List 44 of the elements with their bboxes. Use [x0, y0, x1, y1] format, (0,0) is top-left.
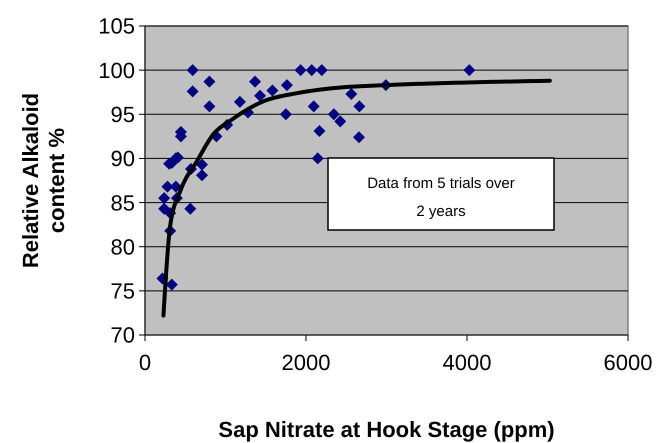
point — [280, 79, 293, 92]
x-tick-label: 0 — [138, 350, 152, 375]
point — [161, 180, 174, 193]
y-tick-label: 105 — [98, 14, 135, 39]
point — [334, 115, 346, 128]
point — [186, 64, 199, 76]
point — [196, 158, 208, 171]
point — [234, 96, 246, 108]
point — [353, 100, 366, 112]
y-tick-label: 95 — [110, 102, 135, 127]
x-tick-label: 6000 — [604, 350, 652, 375]
point — [203, 100, 216, 112]
point — [166, 278, 178, 291]
point — [158, 192, 170, 204]
y-tick-label: 90 — [110, 146, 135, 172]
point — [186, 85, 199, 98]
point — [308, 100, 320, 112]
y-tick-label: 85 — [110, 190, 135, 216]
point — [158, 202, 170, 215]
point — [463, 64, 476, 76]
y-tick-label: 75 — [110, 278, 135, 304]
point — [203, 76, 216, 88]
point — [345, 88, 358, 100]
point — [316, 64, 328, 76]
point — [313, 125, 326, 138]
point — [294, 64, 307, 76]
point — [352, 131, 365, 144]
y-tick-label: 70 — [110, 322, 135, 348]
point — [312, 152, 324, 164]
y-tick-label: 100 — [98, 58, 135, 83]
point — [306, 64, 318, 76]
point — [196, 169, 208, 182]
point — [280, 108, 292, 120]
point — [184, 202, 196, 215]
annotation: Data from 5 trials over 2 years — [367, 175, 515, 220]
x-tick-label: 2000 — [282, 350, 330, 375]
point — [254, 90, 266, 102]
x-tick-label: 4000 — [442, 350, 492, 375]
point — [249, 76, 262, 88]
y-axis-title: Relative Alkaloid content % — [18, 92, 69, 268]
x-axis-title: Sap Nitrate at Hook Stage (ppm) — [218, 417, 555, 442]
point — [266, 84, 278, 96]
y-tick-label: 80 — [110, 234, 135, 260]
point — [328, 108, 340, 120]
